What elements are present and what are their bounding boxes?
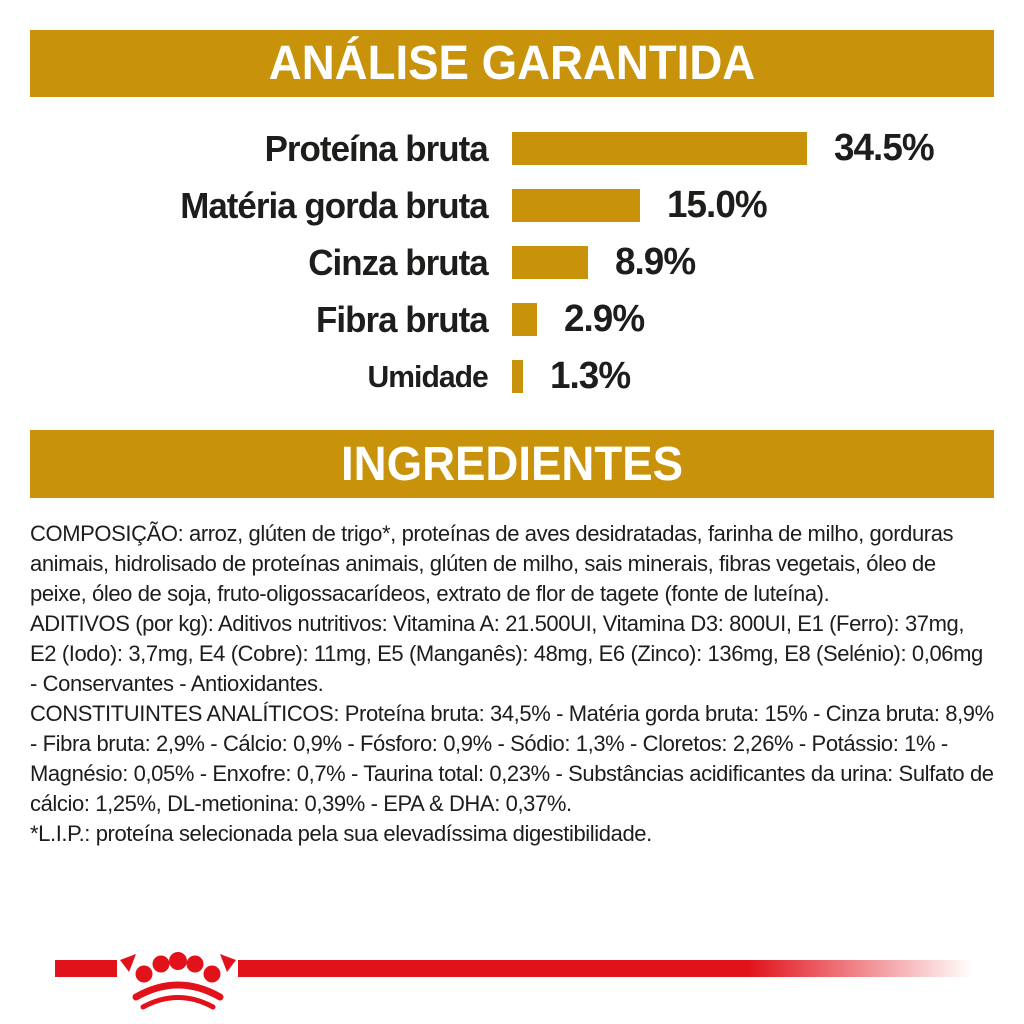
ingredients-banner: INGREDIENTES xyxy=(30,430,994,498)
chart-bar xyxy=(512,360,524,393)
ingredients-title: INGREDIENTES xyxy=(340,437,684,491)
chart-bar xyxy=(512,246,589,279)
chart-value: 8.9% xyxy=(615,241,696,283)
chart-bar xyxy=(512,303,537,336)
chart-bar xyxy=(512,189,641,222)
chart-label: Fibra bruta xyxy=(316,298,489,340)
chart-label: Cinza bruta xyxy=(308,241,488,283)
footer-red-bar-left xyxy=(55,960,117,977)
ingredients-text-block: COMPOSIÇÃO: arroz, glúten de trigo*, pro… xyxy=(30,519,994,849)
chart-row-moisture: Umidade 1.3% xyxy=(0,348,1024,405)
chart-label: Proteína bruta xyxy=(264,127,489,169)
chart-value: 34.5% xyxy=(833,127,935,169)
chart-row-ash: Cinza bruta 8.9% xyxy=(0,234,1024,291)
chart-value: 2.9% xyxy=(563,298,645,340)
composition-paragraph: COMPOSIÇÃO: arroz, glúten de trigo*, pro… xyxy=(30,521,954,606)
chart-row-fat: Matéria gorda bruta 15.0% xyxy=(0,177,1024,234)
chart-value: 1.3% xyxy=(550,355,631,397)
chart-row-protein: Proteína bruta 34.5% xyxy=(0,120,1024,177)
royal-canin-crown-icon xyxy=(120,952,236,1010)
guaranteed-analysis-banner: ANÁLISE GARANTIDA xyxy=(30,30,994,97)
footer-red-bar-right xyxy=(238,960,988,977)
guaranteed-analysis-chart: Proteína bruta 34.5% Matéria gorda bruta… xyxy=(0,120,1024,405)
chart-label: Matéria gorda bruta xyxy=(180,184,489,226)
analytical-constituents-paragraph: CONSTITUINTES ANALÍTICOS: Proteína bruta… xyxy=(30,701,994,816)
guaranteed-analysis-title: ANÁLISE GARANTIDA xyxy=(268,37,756,90)
additives-paragraph: ADITIVOS (por kg): Aditivos nutritivos: … xyxy=(30,611,983,696)
chart-row-fibre: Fibra bruta 2.9% xyxy=(0,291,1024,348)
lip-footnote: *L.I.P.: proteína selecionada pela sua e… xyxy=(30,821,652,846)
chart-bar xyxy=(512,132,807,165)
chart-label: Umidade xyxy=(367,358,489,394)
chart-value: 15.0% xyxy=(667,184,768,226)
